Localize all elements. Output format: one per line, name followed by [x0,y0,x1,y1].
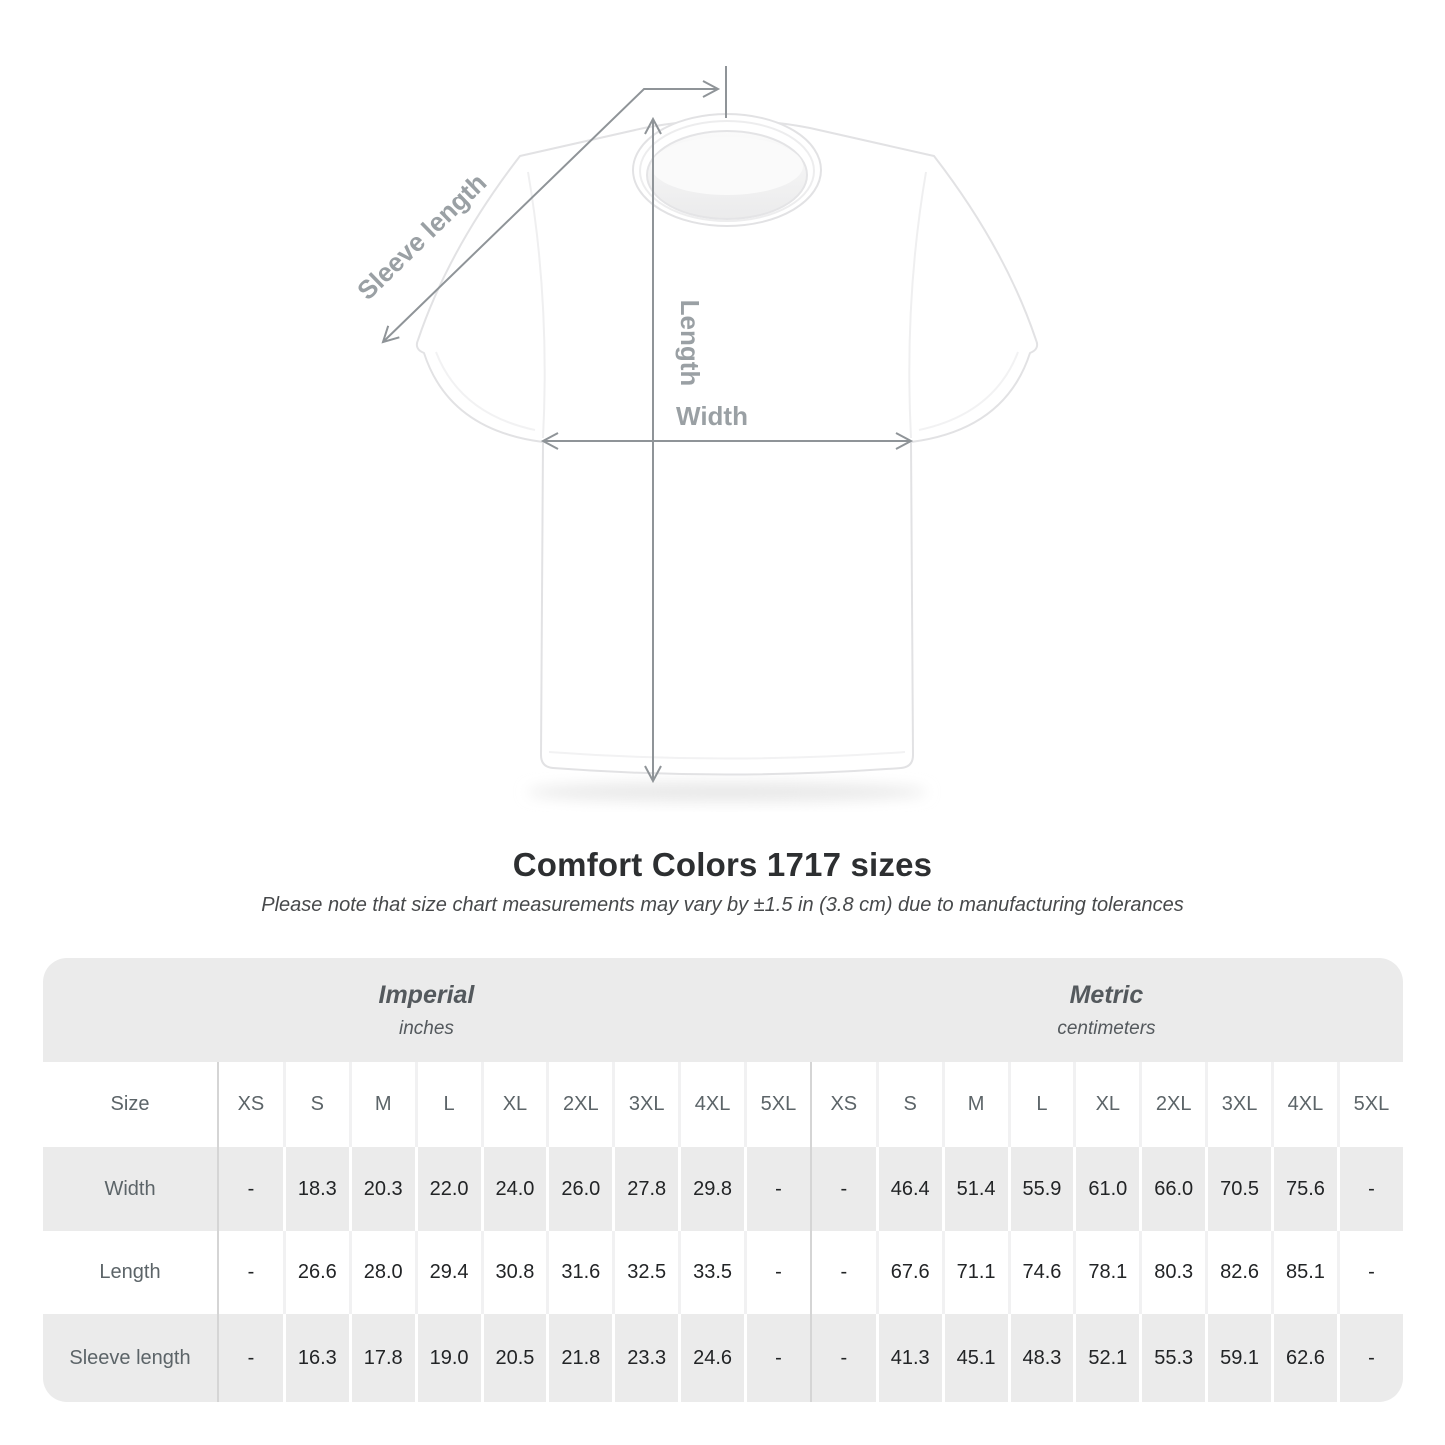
table-cell: 32.5 [612,1231,679,1314]
table-cell: 26.0 [546,1147,613,1231]
table-cell: 41.3 [875,1314,942,1402]
table-cell: 29.4 [414,1231,481,1314]
table-cell: 71.1 [941,1231,1008,1314]
table-cell: 27.8 [612,1147,679,1231]
tshirt-graphic [415,113,1039,776]
col-header-3xl-imperial: 3XL [612,1062,679,1147]
col-header-3xl-metric: 3XL [1205,1062,1271,1147]
table-cell: 46.4 [875,1147,942,1231]
size-header: Size [43,1062,217,1147]
table-cell: 20.3 [348,1147,415,1231]
table-cell: 80.3 [1139,1231,1206,1314]
table-cell: - [217,1314,283,1402]
col-header-s-metric: S [875,1062,942,1147]
imperial-unit-label: inches [398,1017,454,1039]
size-header-row: Size XS S M L XL 2XL 3XL 4XL 5XL XS S M … [43,1062,1403,1147]
sleeve-length-arrow [381,80,721,344]
sleeve-length-row: Sleeve length - 16.3 17.8 19.0 20.5 21.8… [43,1314,1403,1402]
table-cell: 17.8 [348,1314,415,1402]
table-cell: - [217,1147,283,1231]
table-cell: 24.0 [480,1147,547,1231]
col-header-5xl-imperial: 5XL [744,1062,810,1147]
table-cell: 29.8 [678,1147,744,1231]
col-header-2xl-imperial: 2XL [546,1062,613,1147]
table-cell: 66.0 [1139,1147,1206,1231]
table-cell: 33.5 [678,1231,744,1314]
length-row: Length - 26.6 28.0 29.4 30.8 31.6 32.5 3… [43,1231,1403,1314]
table-cell: 45.1 [941,1314,1008,1402]
col-header-xs-metric: XS [809,1062,876,1147]
table-cell: - [1336,1147,1403,1231]
table-cell: 24.6 [678,1314,744,1402]
unit-band-row: Imperial inches Metric centimeters [43,958,1403,1062]
table-cell: 26.6 [282,1231,349,1314]
table-cell: 19.0 [414,1314,481,1402]
table-cell: 55.9 [1007,1147,1074,1231]
col-header-4xl-imperial: 4XL [678,1062,744,1147]
tshirt-measurement-diagram: Sleeve length Length Width [351,66,1039,802]
table-cell: 82.6 [1205,1231,1271,1314]
table-cell: 67.6 [875,1231,942,1314]
tolerance-note: Please note that size chart measurements… [261,894,1184,916]
row-header-width: Width [43,1147,217,1231]
table-cell: 51.4 [941,1147,1008,1231]
width-row: Width - 18.3 20.3 22.0 24.0 26.0 27.8 29… [43,1147,1403,1231]
table-cell: 30.8 [480,1231,547,1314]
table-cell: 16.3 [282,1314,349,1402]
table-cell: - [1336,1314,1403,1402]
metric-band: Metric centimeters [809,958,1403,1062]
width-label: Width [676,401,748,431]
imperial-band: Imperial inches [43,958,810,1062]
col-header-l-imperial: L [414,1062,481,1147]
table-cell: - [744,1147,810,1231]
table-cell: 22.0 [414,1147,481,1231]
table-cell: 55.3 [1139,1314,1206,1402]
metric-unit-label: centimeters [1057,1017,1156,1039]
col-header-xs-imperial: XS [217,1062,283,1147]
table-cell: 61.0 [1073,1147,1140,1231]
col-header-l-metric: L [1007,1062,1074,1147]
page-title: Comfort Colors 1717 sizes [512,846,933,883]
table-cell: - [217,1231,283,1314]
col-header-m-metric: M [941,1062,1008,1147]
table-cell: 59.1 [1205,1314,1271,1402]
col-header-m-imperial: M [348,1062,415,1147]
table-cell: 52.1 [1073,1314,1140,1402]
table-cell: 18.3 [282,1147,349,1231]
size-chart-table: Imperial inches Metric centimeters Size … [43,958,1403,1402]
table-cell: 20.5 [480,1314,547,1402]
table-cell: 21.8 [546,1314,613,1402]
table-cell: 23.3 [612,1314,679,1402]
table-cell: 74.6 [1007,1231,1074,1314]
table-cell: - [744,1231,810,1314]
metric-label: Metric [1069,980,1144,1009]
imperial-label: Imperial [378,980,475,1009]
row-header-length: Length [43,1231,217,1314]
table-cell: 70.5 [1205,1147,1271,1231]
table-cell: - [809,1147,876,1231]
table-cell: - [744,1314,810,1402]
table-cell: 48.3 [1007,1314,1074,1402]
table-cell: - [809,1314,876,1402]
col-header-s-imperial: S [282,1062,349,1147]
tshirt-shadow [527,782,927,802]
length-label: Length [675,300,705,387]
table-cell: 62.6 [1271,1314,1337,1402]
table-cell: - [809,1231,876,1314]
table-cell: 85.1 [1271,1231,1337,1314]
table-cell: 78.1 [1073,1231,1140,1314]
col-header-5xl-metric: 5XL [1336,1062,1403,1147]
table-cell: 28.0 [348,1231,415,1314]
row-header-sleeve-length: Sleeve length [43,1314,217,1402]
table-cell: 31.6 [546,1231,613,1314]
col-header-4xl-metric: 4XL [1271,1062,1337,1147]
table-cell: - [1336,1231,1403,1314]
col-header-xl-metric: XL [1073,1062,1140,1147]
col-header-xl-imperial: XL [480,1062,547,1147]
col-header-2xl-metric: 2XL [1139,1062,1206,1147]
table-cell: 75.6 [1271,1147,1337,1231]
